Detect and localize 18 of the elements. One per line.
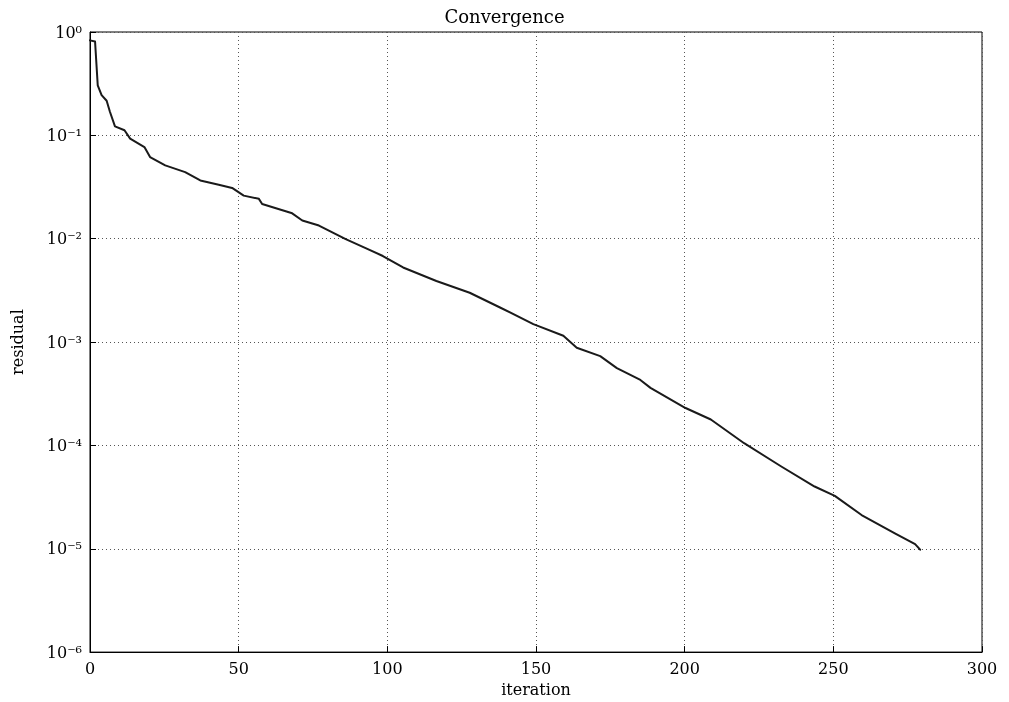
x-tick-label: 100 [372, 658, 403, 678]
x-tick-label: 250 [818, 658, 849, 678]
y-tick-label: 10⁻⁵ [46, 539, 82, 559]
y-tick-label: 10⁻² [46, 229, 82, 249]
y-tick-label: 10⁻¹ [46, 125, 82, 145]
x-tick-label: 300 [966, 658, 998, 678]
line-series [89, 39, 922, 551]
x-tick-label: 50 [228, 658, 249, 678]
x-tick-label: 200 [669, 658, 700, 678]
x-axis-title: iteration [501, 679, 571, 699]
y-tick-label: 10⁻⁶ [46, 642, 82, 662]
y-tick-label: 10⁻³ [46, 332, 82, 352]
chart-title: Convergence [444, 5, 565, 27]
x-tick-label: 0 [84, 658, 96, 678]
x-tick-label: 150 [520, 658, 552, 678]
y-axis-title: residual [7, 309, 27, 375]
y-tick-label: 10⁰ [55, 22, 82, 42]
y-tick-label: 10⁻⁴ [46, 435, 82, 455]
